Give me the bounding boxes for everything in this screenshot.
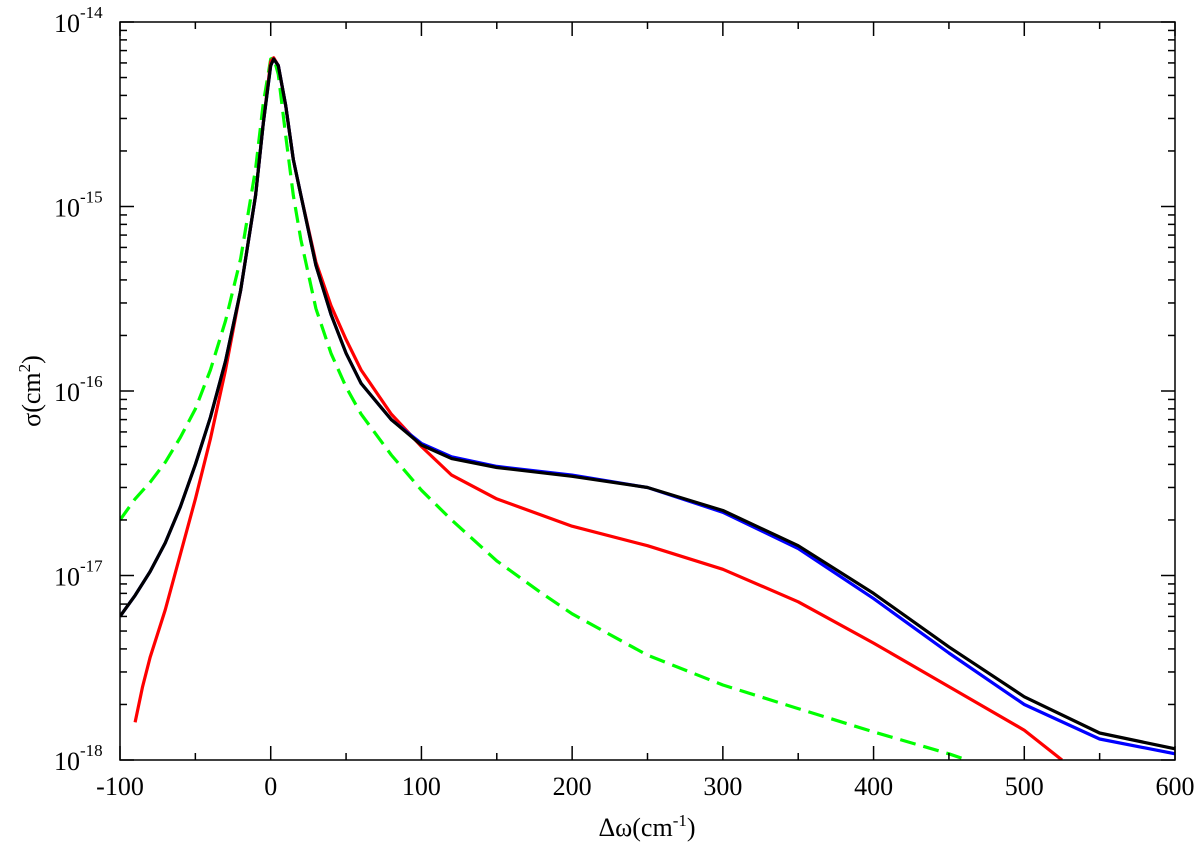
y-tick-label: 10-16 [54, 372, 103, 407]
y-tick-label: 10-14 [54, 3, 103, 38]
tick-layer [119, 21, 1176, 761]
series-line-4 [120, 57, 1175, 751]
x-tick-label: 200 [553, 772, 592, 801]
series-line-2 [133, 56, 1063, 760]
series-line-1 [120, 56, 968, 760]
x-tick-label: -100 [96, 772, 144, 801]
plot-frame [119, 21, 1176, 761]
y-axis-label: σ(cm2) [15, 355, 46, 427]
series-layer [120, 56, 1175, 760]
x-tick-label: 600 [1156, 772, 1195, 801]
series-line-3 [120, 57, 1175, 756]
x-tick-label: 0 [264, 772, 277, 801]
label-layer: -100 0 100 200 300 400 500 600 10-18 10-17 10-16 10… [54, 3, 1195, 801]
x-tick-label: 100 [402, 772, 441, 801]
y-tick-label: 10-15 [54, 188, 103, 223]
x-tick-label: 300 [703, 772, 742, 801]
x-tick-label: 500 [1005, 772, 1044, 801]
y-tick-label: 10-18 [54, 741, 103, 776]
y-tick-label: 10-17 [54, 557, 103, 592]
x-tick-label: 400 [854, 772, 893, 801]
x-axis-label: Δω(cm-1) [598, 811, 695, 842]
